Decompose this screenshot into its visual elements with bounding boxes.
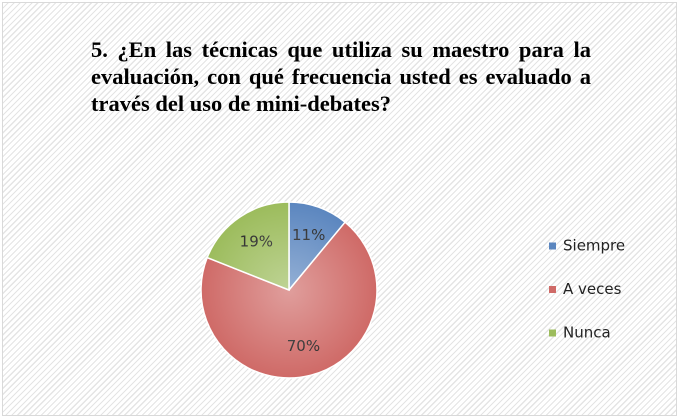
data-label: 70% [287,337,320,355]
legend-label: A veces [563,280,622,298]
chart-title: 5. ¿En las técnicas que utiliza su maest… [91,37,591,116]
data-label: 19% [240,232,273,250]
legend-marker [549,329,556,337]
legend-marker [549,286,556,293]
legend-label: Siempre [563,237,625,255]
legend-label: Nunca [563,324,611,342]
data-label: 11% [292,226,325,244]
legend-marker [549,242,556,250]
